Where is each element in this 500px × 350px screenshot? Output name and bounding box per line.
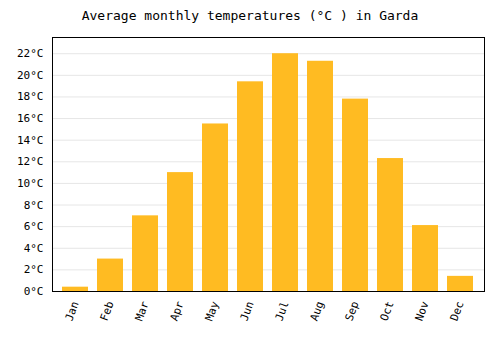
svg-text:8°C: 8°C [24, 199, 44, 212]
svg-text:Dec: Dec [448, 300, 467, 323]
svg-text:Mar: Mar [133, 299, 152, 322]
svg-text:2°C: 2°C [24, 263, 44, 276]
svg-text:12°C: 12°C [17, 155, 44, 168]
svg-text:22°C: 22°C [17, 47, 44, 60]
svg-text:20°C: 20°C [17, 69, 44, 82]
svg-text:Jun: Jun [238, 300, 257, 323]
svg-text:4°C: 4°C [24, 242, 44, 255]
svg-text:Sep: Sep [343, 300, 362, 323]
svg-text:Aug: Aug [308, 300, 327, 323]
svg-text:Jan: Jan [63, 300, 82, 323]
svg-text:Oct: Oct [378, 300, 397, 323]
svg-text:0°C: 0°C [24, 285, 44, 298]
svg-text:Jul: Jul [273, 300, 292, 323]
svg-text:10°C: 10°C [17, 177, 44, 190]
svg-text:18°C: 18°C [17, 90, 44, 103]
svg-text:16°C: 16°C [17, 112, 44, 125]
svg-text:14°C: 14°C [17, 134, 44, 147]
svg-text:Nov: Nov [413, 299, 432, 322]
svg-text:Feb: Feb [98, 300, 117, 323]
svg-text:Apr: Apr [168, 299, 187, 322]
html-text:Average monthly temperatures (: Average monthly temperatures (°C ) in Ga… [81, 8, 419, 23]
svg-text:6°C: 6°C [24, 220, 44, 233]
svg-text:May: May [203, 299, 222, 322]
